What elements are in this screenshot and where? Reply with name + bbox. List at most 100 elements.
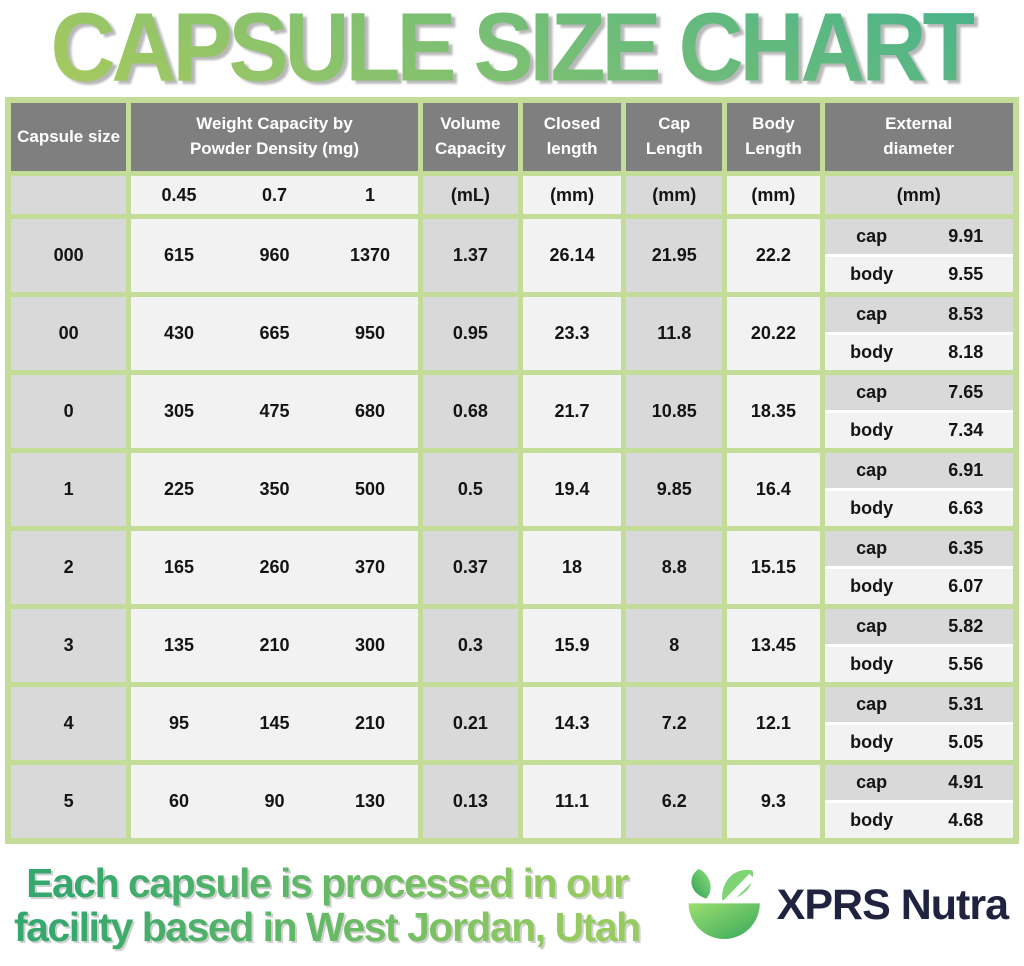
- column-header-cap-length: Cap Length: [626, 103, 723, 171]
- weight-value: 680: [354, 401, 386, 421]
- ext-body-row: body 8.18: [824, 335, 1013, 370]
- brand-name: XPRS Nutra: [776, 880, 1009, 929]
- ext-body-value: 7.34: [948, 420, 984, 440]
- external-unit-cell: (mm): [824, 176, 1013, 214]
- closed-length-cell: 23.3: [522, 297, 622, 370]
- cap-unit-cell: (mm): [626, 176, 723, 214]
- ext-cap-row: cap 4.91: [824, 765, 1013, 800]
- table-row: 2 165 260 370 0.37 18 8.8 15.15 cap 6.35 …: [11, 531, 1013, 604]
- body-length-cell: 13.45: [727, 609, 820, 682]
- column-header-body-length: Body Length: [727, 103, 820, 171]
- header-label: Length: [745, 139, 802, 158]
- closed-length-cell: 11.1: [522, 765, 622, 838]
- density-value: 0.7: [261, 184, 287, 205]
- closed-length-cell: 21.7: [522, 375, 622, 448]
- body-length-cell: 16.4: [727, 453, 820, 526]
- header-label: length: [546, 139, 598, 158]
- capsule-size-cell: 1: [11, 453, 127, 526]
- column-header-weight-capacity: Weight Capacity by Powder Density (mg): [131, 103, 418, 171]
- ext-cap-row: cap 5.82: [824, 609, 1013, 644]
- weight-value: 430: [163, 323, 194, 343]
- ext-cap-row: cap 6.91: [824, 453, 1013, 488]
- external-diameter-cell: cap 4.91 body 4.68: [824, 765, 1013, 838]
- weight-value: 225: [163, 479, 194, 499]
- weight-capacity-cell: 60 90 130: [131, 765, 418, 838]
- table-row: 00 430 665 950 0.95 23.3 11.8 20.22 cap 8…: [11, 297, 1013, 370]
- ext-body-label: body: [850, 732, 894, 752]
- volume-cell: 0.68: [422, 375, 518, 448]
- weight-capacity-cell: 305 475 680: [131, 375, 418, 448]
- closed-length-cell: 19.4: [522, 453, 622, 526]
- weight-value: 665: [259, 323, 290, 343]
- weight-value: 1370: [349, 245, 391, 265]
- ext-body-label: body: [850, 576, 894, 596]
- weight-value: 350: [259, 479, 290, 499]
- weight-value: 260: [259, 557, 290, 577]
- ext-body-value: 5.56: [948, 654, 984, 674]
- table-row: 5 60 90 130 0.13 11.1 6.2 9.3 cap 4.91 bo…: [11, 765, 1013, 838]
- ext-body-row: body 5.56: [824, 647, 1013, 682]
- weight-value: 960: [259, 245, 290, 265]
- density-value: 0.45: [161, 184, 197, 205]
- units-empty-cell: [11, 176, 127, 214]
- weight-capacity-cell: 430 665 950: [131, 297, 418, 370]
- ext-body-label: body: [850, 264, 894, 284]
- ext-cap-label: cap: [856, 538, 888, 558]
- ext-cap-label: cap: [856, 694, 888, 714]
- capsule-size-cell: 3: [11, 609, 127, 682]
- volume-cell: 0.13: [422, 765, 518, 838]
- header-label: Powder Density (mg): [189, 139, 360, 158]
- header-label: Volume: [440, 114, 501, 134]
- volume-cell: 1.37: [422, 219, 518, 292]
- weight-value: 300: [354, 635, 386, 655]
- external-diameter-cell: cap 5.82 body 5.56: [824, 609, 1013, 682]
- capsule-size-cell: 4: [11, 687, 127, 760]
- weight-value: 145: [259, 713, 290, 733]
- ext-cap-label: cap: [856, 616, 888, 636]
- ext-cap-label: cap: [856, 226, 888, 246]
- closed-length-cell: 26.14: [522, 219, 622, 292]
- ext-cap-label: cap: [856, 772, 888, 792]
- column-header-capsule-size: Capsule size: [11, 103, 127, 171]
- ext-cap-row: cap 5.31: [824, 687, 1013, 722]
- closed-length-cell: 14.3: [522, 687, 622, 760]
- external-diameter-cell: cap 9.91 body 9.55: [824, 219, 1013, 292]
- header-label: Closed: [543, 114, 601, 134]
- weight-value: 615: [163, 245, 194, 265]
- weight-capacity-cell: 135 210 300: [131, 609, 418, 682]
- page-title: CAPSULE SIZE CHART: [50, 0, 977, 104]
- weight-value: 370: [354, 557, 386, 577]
- ext-cap-value: 7.65: [948, 382, 984, 402]
- weight-capacity-cell: 95 145 210: [131, 687, 418, 760]
- cap-length-cell: 8: [626, 609, 723, 682]
- ext-cap-row: cap 9.91: [824, 219, 1013, 254]
- body-length-cell: 22.2: [727, 219, 820, 292]
- header-label: Weight Capacity by: [196, 114, 353, 134]
- body-length-cell: 15.15: [727, 531, 820, 604]
- ext-body-label: body: [850, 654, 894, 674]
- ext-body-value: 4.68: [948, 810, 984, 830]
- ext-body-row: body 5.05: [824, 725, 1013, 760]
- table-row: 3 135 210 300 0.3 15.9 8 13.45 cap 5.82 b…: [11, 609, 1013, 682]
- weight-value: 305: [163, 401, 194, 421]
- header-label: Capsule size: [17, 126, 121, 146]
- weight-value: 165: [163, 557, 194, 577]
- cap-length-cell: 8.8: [626, 531, 723, 604]
- external-diameter-cell: cap 7.65 body 7.34: [824, 375, 1013, 448]
- units-row: 0.45 0.7 1 (mL) (mm) (mm) (mm) (mm): [11, 176, 1013, 214]
- ext-cap-value: 6.91: [948, 460, 984, 480]
- table-row: 0 305 475 680 0.68 21.7 10.85 18.35 cap 7…: [11, 375, 1013, 448]
- header-label: Cap: [658, 114, 691, 134]
- body-length-cell: 18.35: [727, 375, 820, 448]
- ext-body-row: body 9.55: [824, 257, 1013, 292]
- ext-cap-value: 5.31: [948, 694, 984, 714]
- weight-value: 90: [264, 791, 285, 811]
- ext-body-row: body 7.34: [824, 413, 1013, 448]
- closed-length-cell: 18: [522, 531, 622, 604]
- ext-cap-label: cap: [856, 304, 888, 324]
- mortar-leaf-logo-icon: [688, 869, 760, 939]
- capsule-size-cell: 000: [11, 219, 127, 292]
- ext-body-value: 6.63: [948, 498, 984, 518]
- ext-cap-label: cap: [856, 382, 888, 402]
- ext-cap-value: 8.53: [948, 304, 984, 324]
